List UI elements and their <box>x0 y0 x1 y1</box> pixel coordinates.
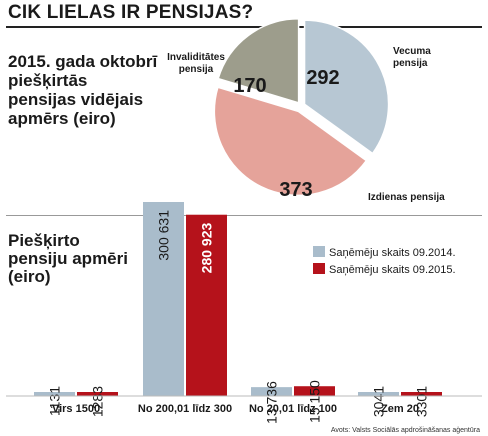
pie-slice-invalidit-tes-pensija <box>217 18 300 104</box>
bar-2015-no-20-01-l-dz-100 <box>294 386 335 396</box>
bar-2014-zem-20 <box>358 392 399 396</box>
pie-slice-izdienas-pensija <box>213 86 368 197</box>
bar-2014-no-200-01-l-dz-300 <box>143 202 184 396</box>
category-label-no-200-01-l-dz-300: No 200,01 līdz 300 <box>138 403 232 415</box>
pie-label-line: pensija <box>393 58 428 69</box>
bar-value-2015-no-200-01-l-dz-300: 280 923 <box>199 223 215 274</box>
category-label-no-20-01-l-dz-100: No 20,01 līdz 100 <box>249 403 337 415</box>
bar-heading: Piešķirto pensiju apmēri (eiro) <box>8 231 128 286</box>
pie-label-vecuma-pensija: Vecuma pensija <box>393 46 431 69</box>
legend-swatch-2014 <box>313 246 325 257</box>
pie-label-line: Invaliditātes <box>167 52 225 63</box>
bar-2014-no-20-01-l-dz-100 <box>251 387 292 396</box>
pie-value-vecuma-pensija: 292 <box>306 67 339 89</box>
pie-value-izdienas-pensija: 373 <box>279 179 312 201</box>
bar-2015-zem-20 <box>401 392 442 396</box>
bar-value-2015-virs-1500: 1283 <box>90 386 106 417</box>
pie-heading: 2015. gada oktobrī piešķirtās pensijas v… <box>8 52 158 128</box>
legend-swatch-2015 <box>313 263 325 274</box>
bar-value-2015-zem-20: 3301 <box>414 386 430 417</box>
pie-label-line: Vecuma <box>393 46 431 57</box>
bar-2015-virs-1500 <box>77 392 118 396</box>
bar-value-2014-no-200-01-l-dz-300: 300 631 <box>156 210 172 261</box>
pie-slice-vecuma-pensija <box>303 19 390 155</box>
category-label-virs-1500: Virs 1500 <box>52 403 100 415</box>
bar-2015-no-200-01-l-dz-300 <box>186 214 227 396</box>
legend-label-2014: Saņēmēju skaits 09.2014. <box>329 247 456 259</box>
bar-2014-virs-1500 <box>34 392 75 396</box>
chart-title: CIK LIELAS IR PENSIJAS? <box>8 2 254 23</box>
category-label-zem-20: Zem 20 <box>381 403 419 415</box>
bar-value-2014-zem-20: 3041 <box>371 386 387 417</box>
pie-value-invalidit-tes-pensija: 170 <box>233 75 266 97</box>
pie-label-izdienas-pensija: Izdienas pensija <box>368 192 445 203</box>
bar-value-2014-no-20-01-l-dz-100: 13 736 <box>264 381 280 424</box>
section-divider <box>6 215 482 216</box>
legend-label-2015: Saņēmēju skaits 09.2015. <box>329 264 456 276</box>
bar-value-2015-no-20-01-l-dz-100: 15 150 <box>307 380 323 423</box>
legend: Saņēmēju skaits 09.2014. Saņēmēju skaits … <box>313 246 456 276</box>
source-note: Avots: Valsts Sociālās apdrošināšanas aģ… <box>330 427 480 434</box>
title-divider <box>6 26 482 28</box>
pie-label-invalidit-tes-pensija: Invaliditātes pensija <box>167 52 225 75</box>
bar-value-2014-virs-1500: 1131 <box>47 386 63 416</box>
pie-label-line: pensija <box>179 64 214 75</box>
